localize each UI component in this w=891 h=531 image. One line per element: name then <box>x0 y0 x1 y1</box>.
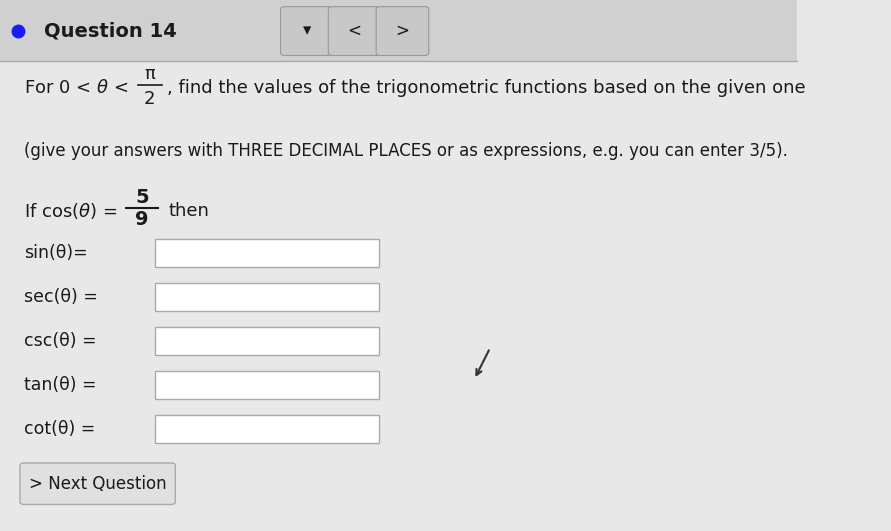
Text: (give your answers with THREE DECIMAL PLACES or as expressions, e.g. you can ent: (give your answers with THREE DECIMAL PL… <box>24 142 788 160</box>
FancyBboxPatch shape <box>155 415 379 443</box>
FancyBboxPatch shape <box>155 239 379 267</box>
FancyBboxPatch shape <box>376 7 429 56</box>
FancyBboxPatch shape <box>281 7 333 56</box>
Text: tan(θ) =: tan(θ) = <box>24 376 96 394</box>
FancyBboxPatch shape <box>0 0 797 61</box>
Text: For 0 < $\theta$ <: For 0 < $\theta$ < <box>24 79 130 97</box>
FancyBboxPatch shape <box>155 327 379 355</box>
Text: cot(θ) =: cot(θ) = <box>24 420 95 438</box>
Text: 2: 2 <box>144 90 156 108</box>
FancyBboxPatch shape <box>155 371 379 399</box>
Text: 5: 5 <box>135 188 149 207</box>
Text: csc(θ) =: csc(θ) = <box>24 332 96 350</box>
Text: > Next Question: > Next Question <box>29 475 167 493</box>
Text: If cos($\theta$) =: If cos($\theta$) = <box>24 201 118 221</box>
Text: then: then <box>169 202 209 220</box>
Text: 9: 9 <box>135 210 149 229</box>
Text: Question 14: Question 14 <box>44 21 176 40</box>
Text: , find the values of the trigonometric functions based on the given one: , find the values of the trigonometric f… <box>168 79 806 97</box>
FancyBboxPatch shape <box>329 7 381 56</box>
Text: sec(θ) =: sec(θ) = <box>24 288 98 306</box>
Text: sin(θ)=: sin(θ)= <box>24 244 87 262</box>
Text: π: π <box>144 65 155 83</box>
Text: ▾: ▾ <box>303 22 311 39</box>
FancyBboxPatch shape <box>20 463 176 504</box>
FancyBboxPatch shape <box>155 283 379 311</box>
Text: <: < <box>347 22 362 39</box>
Text: >: > <box>396 22 410 39</box>
